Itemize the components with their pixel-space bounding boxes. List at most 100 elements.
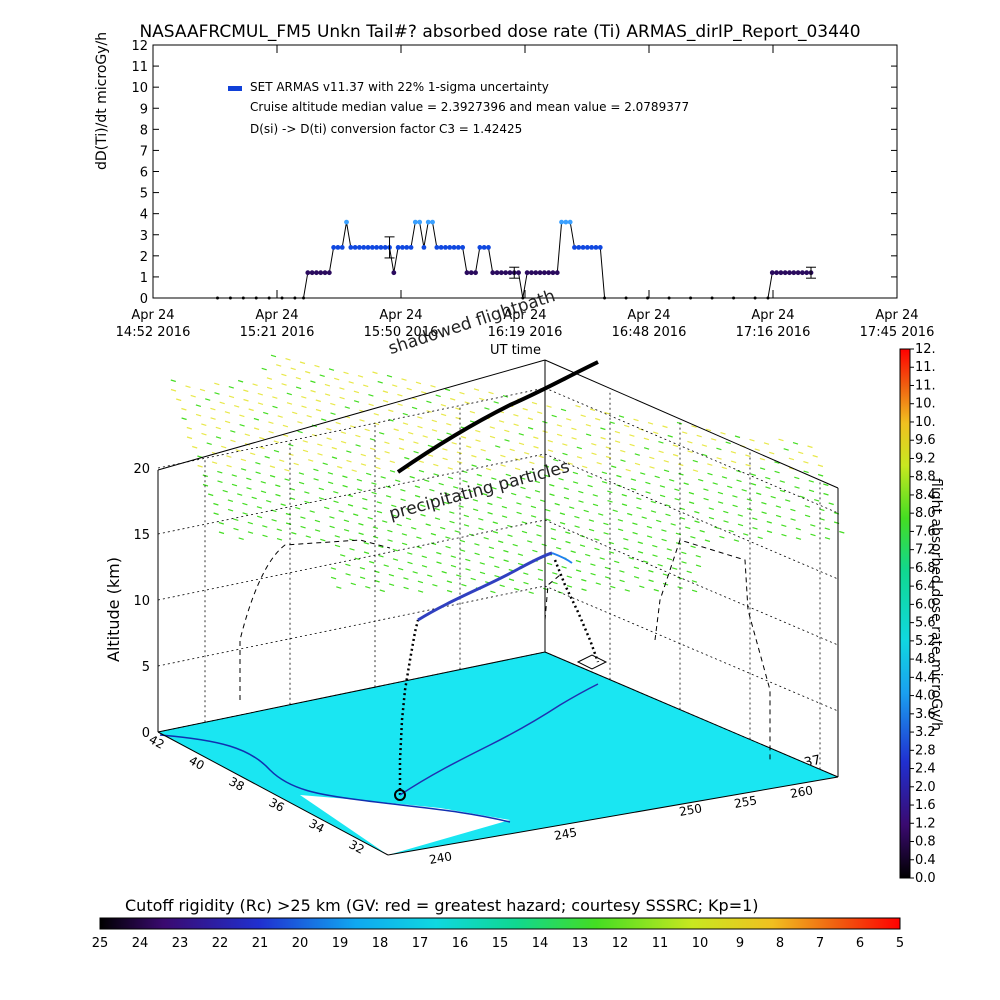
legend-series-label: SET ARMAS v11.37 with 22% 1-sigma uncert… [250,80,549,94]
particle-mark [340,440,347,444]
particle-mark [331,446,337,450]
particle-mark [778,438,784,442]
particle-mark [550,537,557,541]
y-tick-label: 5 [140,187,148,202]
particle-mark [546,562,553,566]
particle-mark [363,541,369,545]
rigidity-tick-label: 17 [412,936,429,951]
particle-mark [523,581,529,585]
particle-mark [378,554,384,558]
particle-mark [298,472,305,475]
particle-mark [360,453,366,457]
particle-mark [508,578,515,582]
particle-mark [300,516,306,519]
particle-mark [266,377,273,380]
data-point [477,245,483,250]
particle-mark [559,512,566,516]
rigidity-tick-label: 8 [776,936,784,951]
particle-mark [576,456,583,459]
data-point [352,245,358,250]
particle-mark [431,419,437,423]
particle-mark [629,443,635,447]
particle-mark [430,532,437,536]
wall-projection [239,539,391,700]
particle-mark [792,442,799,445]
y-tick-label: 7 [140,144,148,159]
altitude-gridline [157,585,839,712]
particle-mark [636,506,642,510]
particle-mark [430,385,436,388]
particle-mark [231,483,238,487]
particle-mark [414,485,421,489]
data-point [339,245,345,250]
particle-mark [450,397,456,401]
particle-mark [335,421,341,425]
particle-mark [252,383,258,386]
colorbar-tick-label: 3.6 [915,707,936,722]
particle-mark [766,520,772,524]
particle-mark [490,590,496,594]
particle-mark [652,544,658,548]
particle-mark [412,571,418,574]
particle-mark [397,393,403,397]
particle-mark [429,498,435,501]
particle-mark [534,480,540,484]
particle-mark [210,407,216,411]
particle-mark [424,479,430,482]
particle-mark [257,402,264,405]
particle-mark [646,525,653,529]
data-point [305,270,311,276]
particle-mark [625,468,631,472]
particle-mark [687,450,693,453]
particle-mark [369,447,376,451]
particle-mark [575,569,582,573]
particle-mark [511,492,517,496]
particle-mark [224,420,231,424]
particle-mark [682,431,688,434]
particle-mark [411,527,417,530]
particle-mark [583,509,589,513]
particle-mark [608,551,615,554]
particle-mark [190,394,196,398]
particle-mark [330,402,336,406]
particle-mark [459,539,466,543]
y-tick-label: 9 [140,102,148,117]
particle-mark [628,557,634,560]
particle-mark [375,466,381,470]
particle-mark [695,555,701,558]
colorbar-tick-label: 12. [915,342,936,357]
particle-mark [257,392,263,396]
particle-mark [339,387,345,390]
particle-mark [533,445,539,449]
particle-mark [260,481,266,484]
particle-mark [520,486,526,490]
particle-mark [587,484,593,488]
particle-mark [185,385,191,388]
data-point [357,245,362,250]
particle-mark [276,538,283,541]
particle-mark [531,401,538,405]
particle-mark [765,476,771,480]
particle-mark [340,431,347,434]
data-point [241,296,245,300]
y-tick-label: 10 [131,81,148,96]
particle-mark [734,435,741,439]
particle-mark [362,497,368,501]
particle-mark [752,527,758,530]
particle-mark [484,407,490,410]
particle-mark [342,475,348,479]
particle-mark [623,538,629,541]
particle-mark [623,547,629,551]
particle-mark [471,454,477,458]
particle-mark [440,413,447,417]
particle-mark [685,526,691,530]
colorbar-tick-label: 2.0 [915,780,936,795]
particle-mark [460,435,467,439]
particle-mark [334,544,341,548]
particle-mark [598,513,604,516]
particle-mark [445,536,451,539]
colorbar-tick-label: 11. [915,360,936,375]
particle-mark [674,488,680,492]
data-point [516,270,521,276]
particle-mark [230,439,236,443]
